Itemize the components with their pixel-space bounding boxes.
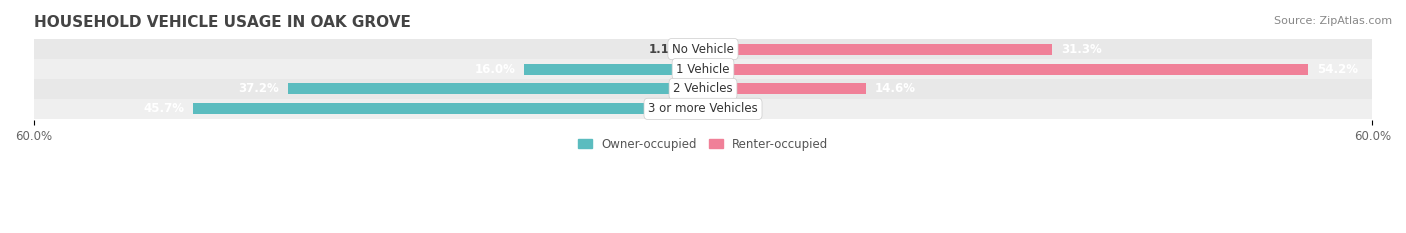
Bar [193,103,703,114]
Text: No Vehicle: No Vehicle [672,43,734,56]
Bar [703,64,1308,75]
Text: 45.7%: 45.7% [143,102,184,115]
Text: 1 Vehicle: 1 Vehicle [676,62,730,75]
Text: 31.3%: 31.3% [1062,43,1102,56]
Text: HOUSEHOLD VEHICLE USAGE IN OAK GROVE: HOUSEHOLD VEHICLE USAGE IN OAK GROVE [34,15,411,30]
Text: 54.2%: 54.2% [1316,62,1358,75]
Bar [690,44,703,55]
Bar [34,99,1372,119]
Text: 2 Vehicles: 2 Vehicles [673,82,733,96]
Bar [34,79,1372,99]
Bar [34,39,1372,59]
Bar [524,64,703,75]
Text: 16.0%: 16.0% [475,62,516,75]
Text: 37.2%: 37.2% [238,82,278,96]
Legend: Owner-occupied, Renter-occupied: Owner-occupied, Renter-occupied [578,138,828,151]
Bar [288,83,703,94]
Text: 0.0%: 0.0% [711,102,745,115]
Text: 14.6%: 14.6% [875,82,915,96]
Bar [703,44,1052,55]
Text: Source: ZipAtlas.com: Source: ZipAtlas.com [1274,16,1392,26]
Bar [703,83,866,94]
Text: 3 or more Vehicles: 3 or more Vehicles [648,102,758,115]
Bar [34,59,1372,79]
Text: 1.1%: 1.1% [650,43,682,56]
